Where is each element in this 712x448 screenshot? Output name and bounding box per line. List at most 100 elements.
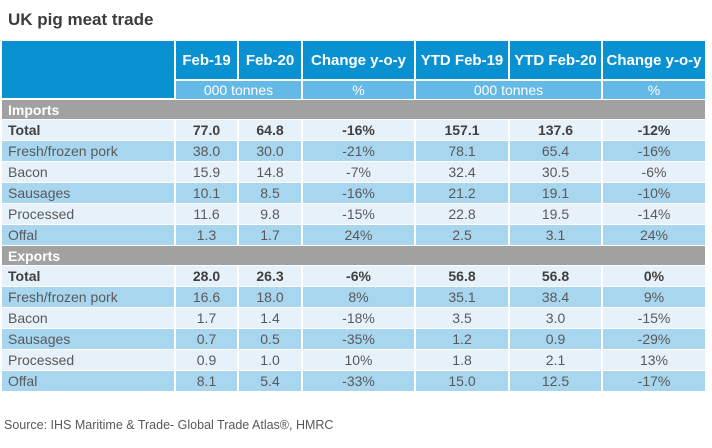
page-title: UK pig meat trade xyxy=(8,10,154,29)
cell-value: -18% xyxy=(303,308,416,329)
cell-value: 10.1 xyxy=(176,183,239,204)
cell-value: -29% xyxy=(603,329,707,350)
cell-value: 30.5 xyxy=(510,162,603,183)
cell-value: 0.9 xyxy=(176,350,239,371)
cell-value: 1.0 xyxy=(239,350,303,371)
cell-value: -6% xyxy=(303,266,416,287)
corner-cell xyxy=(2,41,176,100)
cell-value: -33% xyxy=(303,371,416,392)
cell-value: 77.0 xyxy=(176,120,239,141)
cell-value: 1.2 xyxy=(416,329,510,350)
cell-value: -35% xyxy=(303,329,416,350)
cell-value: 24% xyxy=(303,225,416,246)
column-header-change-yoy-ytd: Change y-o-y xyxy=(603,41,707,81)
cell-value: 15.9 xyxy=(176,162,239,183)
cell-value: 0.5 xyxy=(239,329,303,350)
cell-value: 8% xyxy=(303,287,416,308)
column-header-feb20: Feb-20 xyxy=(239,41,303,81)
section-header-row: Exports xyxy=(2,246,707,266)
cell-value: 16.6 xyxy=(176,287,239,308)
cell-value: -16% xyxy=(303,183,416,204)
section-header-row: Imports xyxy=(2,100,707,120)
row-label: Sausages xyxy=(2,183,176,204)
cell-value: 9.8 xyxy=(239,204,303,225)
cell-value: -6% xyxy=(603,162,707,183)
cell-value: 1.3 xyxy=(176,225,239,246)
units-cell-percent: % xyxy=(303,81,416,100)
section-title-imports: Imports xyxy=(2,100,707,120)
cell-value: 56.8 xyxy=(510,266,603,287)
cell-value: 1.8 xyxy=(416,350,510,371)
cell-value: 137.6 xyxy=(510,120,603,141)
cell-value: -21% xyxy=(303,141,416,162)
column-header-ytd-feb20: YTD Feb-20 xyxy=(510,41,603,81)
row-label: Processed xyxy=(2,204,176,225)
cell-value: 0% xyxy=(603,266,707,287)
units-row: 000 tonnes % 000 tonnes % xyxy=(2,81,707,100)
table-row: Total 77.0 64.8 -16% 157.1 137.6 -12% xyxy=(2,120,707,141)
cell-value: 24% xyxy=(603,225,707,246)
cell-value: 26.3 xyxy=(239,266,303,287)
row-label: Fresh/frozen pork xyxy=(2,287,176,308)
cell-value: 35.1 xyxy=(416,287,510,308)
cell-value: 3.5 xyxy=(416,308,510,329)
column-header-change-yoy: Change y-o-y xyxy=(303,41,416,81)
cell-value: 56.8 xyxy=(416,266,510,287)
cell-value: 3.1 xyxy=(510,225,603,246)
cell-value: 1.7 xyxy=(176,308,239,329)
table-row: Bacon 15.9 14.8 -7% 32.4 30.5 -6% xyxy=(2,162,707,183)
cell-value: 10% xyxy=(303,350,416,371)
cell-value: -15% xyxy=(603,308,707,329)
cell-value: -7% xyxy=(303,162,416,183)
row-label: Bacon xyxy=(2,162,176,183)
source-note: Source: IHS Maritime & Trade- Global Tra… xyxy=(4,418,334,432)
row-label: Offal xyxy=(2,371,176,392)
cell-value: -14% xyxy=(603,204,707,225)
cell-value: 32.4 xyxy=(416,162,510,183)
cell-value: 22.8 xyxy=(416,204,510,225)
cell-value: 2.1 xyxy=(510,350,603,371)
table-row: Fresh/frozen pork 16.6 18.0 8% 35.1 38.4 9% xyxy=(2,287,707,308)
cell-value: 8.5 xyxy=(239,183,303,204)
units-cell-tonnes: 000 tonnes xyxy=(176,81,303,100)
cell-value: 78.1 xyxy=(416,141,510,162)
column-header-ytd-feb19: YTD Feb-19 xyxy=(416,41,510,81)
table-row: Offal 1.3 1.7 24% 2.5 3.1 24% xyxy=(2,225,707,246)
row-label: Bacon xyxy=(2,308,176,329)
cell-value: 15.0 xyxy=(416,371,510,392)
cell-value: 19.1 xyxy=(510,183,603,204)
cell-value: 157.1 xyxy=(416,120,510,141)
cell-value: -17% xyxy=(603,371,707,392)
units-cell-percent-ytd: % xyxy=(603,81,707,100)
cell-value: 5.4 xyxy=(239,371,303,392)
cell-value: 1.4 xyxy=(239,308,303,329)
cell-value: 65.4 xyxy=(510,141,603,162)
cell-value: 11.6 xyxy=(176,204,239,225)
cell-value: 18.0 xyxy=(239,287,303,308)
table-row: Sausages 10.1 8.5 -16% 21.2 19.1 -10% xyxy=(2,183,707,204)
cell-value: 14.8 xyxy=(239,162,303,183)
row-label: Offal xyxy=(2,225,176,246)
section-title-exports: Exports xyxy=(2,246,707,266)
row-label: Total xyxy=(2,266,176,287)
table-row: Fresh/frozen pork 38.0 30.0 -21% 78.1 65.4 -16… xyxy=(2,141,707,162)
cell-value: 1.7 xyxy=(239,225,303,246)
cell-value: 13% xyxy=(603,350,707,371)
cell-value: 38.4 xyxy=(510,287,603,308)
cell-value: -10% xyxy=(603,183,707,204)
table-row: Offal 8.1 5.4 -33% 15.0 12.5 -17% xyxy=(2,371,707,392)
cell-value: 28.0 xyxy=(176,266,239,287)
cell-value: 30.0 xyxy=(239,141,303,162)
cell-value: 2.5 xyxy=(416,225,510,246)
pig-meat-trade-table: Feb-19 Feb-20 Change y-o-y YTD Feb-19 YT… xyxy=(2,41,707,392)
table-row: Total 28.0 26.3 -6% 56.8 56.8 0% xyxy=(2,266,707,287)
cell-value: 0.9 xyxy=(510,329,603,350)
cell-value: 19.5 xyxy=(510,204,603,225)
cell-value: 8.1 xyxy=(176,371,239,392)
cell-value: -12% xyxy=(603,120,707,141)
column-header-feb19: Feb-19 xyxy=(176,41,239,81)
cell-value: 12.5 xyxy=(510,371,603,392)
cell-value: -16% xyxy=(603,141,707,162)
row-label: Sausages xyxy=(2,329,176,350)
